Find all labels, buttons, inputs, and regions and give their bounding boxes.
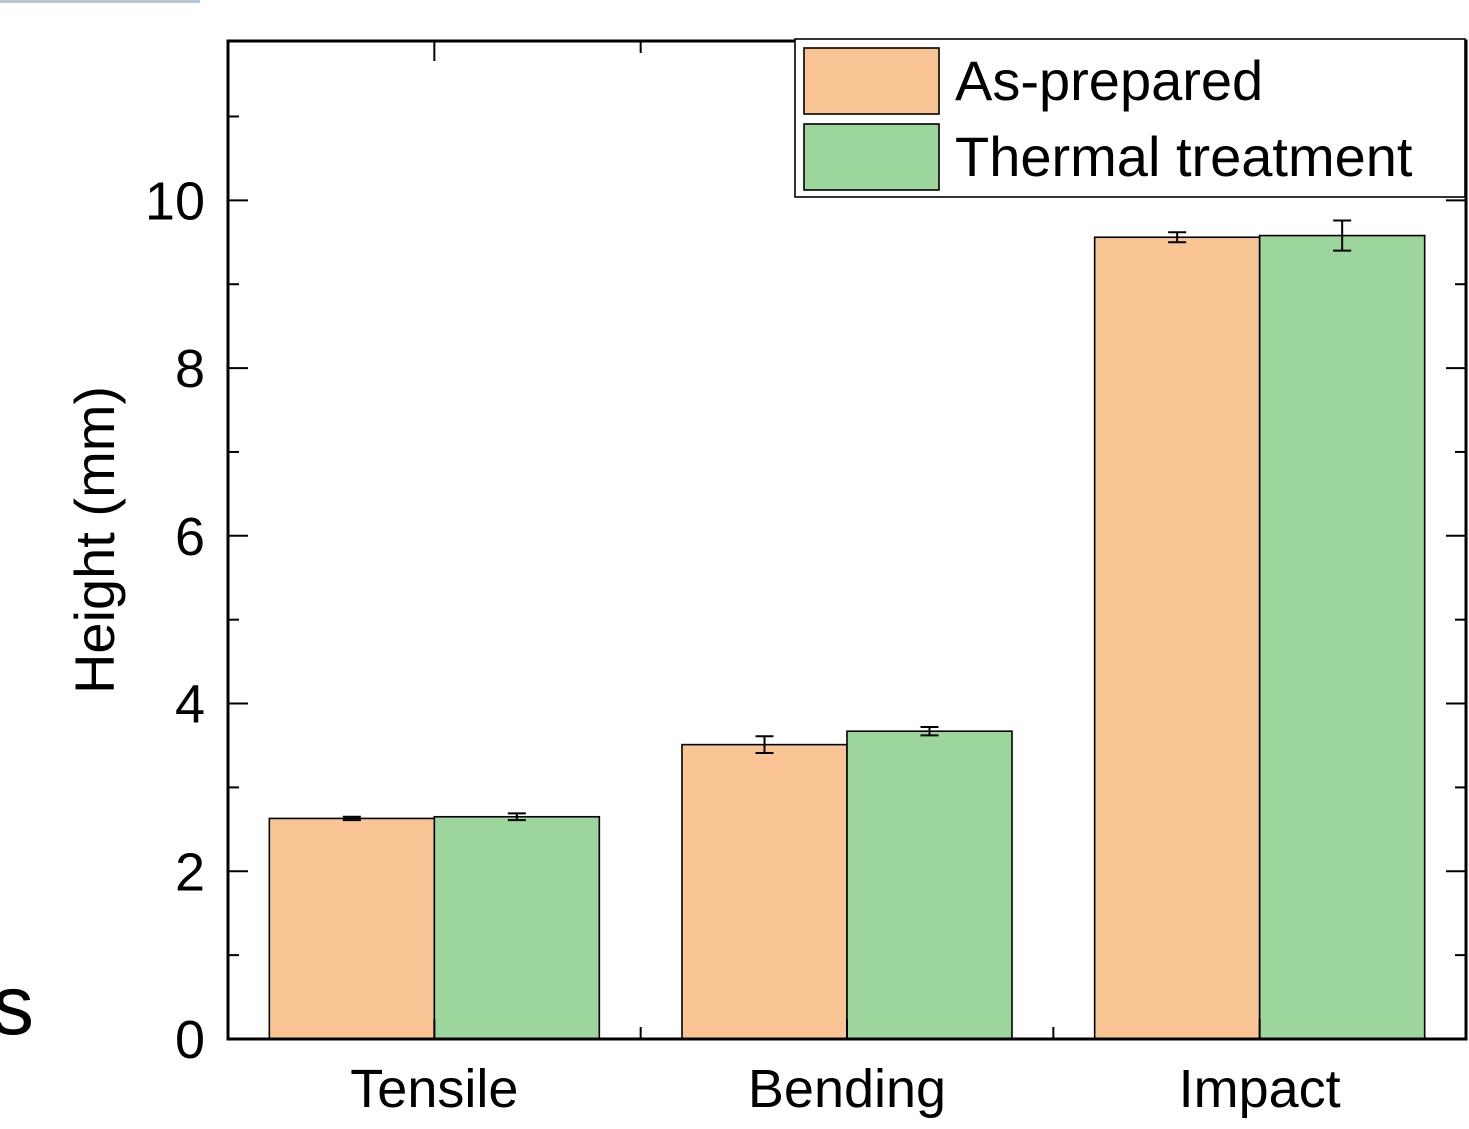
- legend-swatch-as-prepared: [803, 47, 940, 115]
- legend-label-thermal-treatment: Thermal treatment: [955, 125, 1413, 188]
- y-tick-label: 6: [175, 507, 205, 567]
- bar-impact-thermal-treatment: [1258, 234, 1426, 1040]
- bar-bending-thermal-treatment: [846, 730, 1013, 1040]
- category-label-tensile: Tensile: [350, 1059, 518, 1119]
- legend-label-as-prepared: As-prepared: [955, 49, 1263, 112]
- error-bar-tensile-0: [342, 815, 361, 822]
- legend: As-prepared Thermal treatment: [794, 38, 1466, 198]
- bar-impact-as-prepared: [1093, 236, 1261, 1040]
- bar-bending-as-prepared: [681, 743, 848, 1040]
- bar-tensile-thermal-treatment: [433, 815, 601, 1040]
- error-bar-impact-0: [1168, 231, 1187, 244]
- error-bar-impact-1: [1333, 219, 1352, 252]
- y-axis-title: Height (mm): [63, 386, 126, 694]
- error-bar-bending-0: [755, 735, 774, 755]
- edge-decoration-bar: [0, 0, 200, 3]
- y-tick-label: 4: [175, 675, 205, 735]
- category-label-bending: Bending: [748, 1059, 946, 1119]
- error-bar-bending-1: [920, 726, 939, 737]
- y-tick-label: 0: [175, 1010, 205, 1070]
- legend-swatch-thermal-treatment: [803, 123, 940, 191]
- category-label-impact: Impact: [1179, 1059, 1341, 1119]
- y-tick-label: 10: [145, 171, 205, 231]
- bar-tensile-as-prepared: [268, 817, 436, 1040]
- edge-fragment-text: s: [0, 958, 34, 1052]
- y-tick-label: 8: [175, 339, 205, 399]
- error-bar-tensile-1: [507, 812, 526, 822]
- y-tick-label: 2: [175, 842, 205, 902]
- plot-layer: Tensile Bending Impact 0 2 4 6 8 10 Height (mm): [63, 39, 1468, 1119]
